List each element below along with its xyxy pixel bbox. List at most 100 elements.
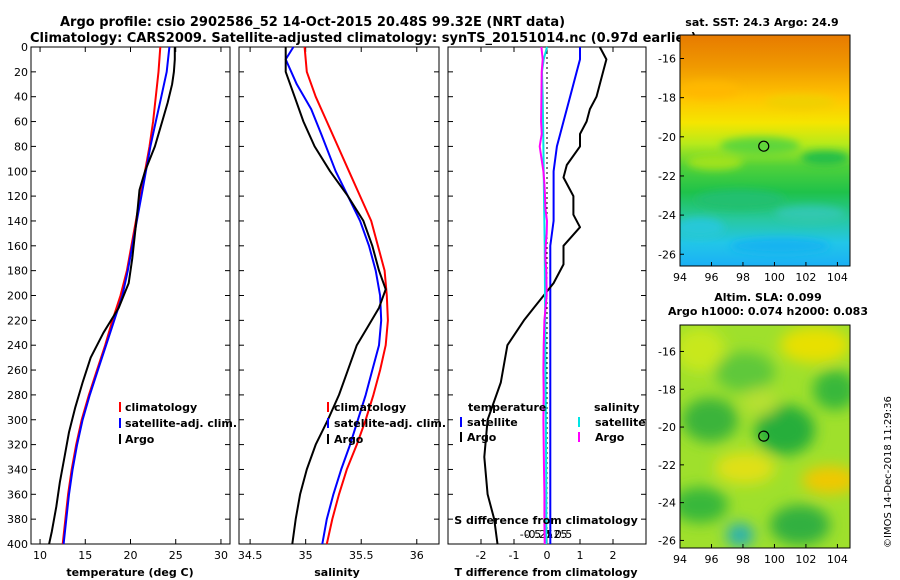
figure-title-line1: Argo profile: csio 2902586_52 14-Oct-201… — [60, 15, 565, 30]
legend-temperature-title: temperature — [468, 401, 546, 414]
depth-tick-label: 180 — [7, 265, 28, 278]
sst-texture — [680, 82, 849, 254]
sla-map-title-line1: Altim. SLA: 0.099 — [714, 291, 821, 304]
lon-tick-label: 100 — [764, 553, 785, 566]
depth-tick-label: 360 — [7, 488, 28, 501]
difference-x-label: T difference from climatology — [454, 566, 637, 579]
x-tick-label: 30 — [214, 549, 228, 562]
sla-map-panel: Altim. SLA: 0.099 Argo h1000: 0.074 h200… — [658, 291, 868, 566]
temperature-plot: 10 15 20 25 300 20 40 60 80 100 120 140 160 180 200 220… — [7, 41, 230, 562]
series-line-argo — [284, 47, 387, 545]
depth-tick-label: 340 — [7, 463, 28, 476]
lat-tick-label: -20 — [658, 421, 676, 434]
depth-tick-label: 380 — [7, 513, 28, 526]
salinity-plot: 34.5 35 35.5 36 — [238, 46, 439, 562]
lat-tick-label: -16 — [658, 52, 676, 65]
salinity-panel: 34.5 35 35.5 36 climatology satellite-adj. … — [238, 46, 446, 579]
legend-t-argo-label: Argo — [467, 431, 497, 444]
depth-tick-label: 40 — [14, 91, 28, 104]
x-tick-label: 1 — [577, 549, 584, 562]
sst-map-panel: sat. SST: 24.3 Argo: 24.9 94 96 98 100 102 10… — [658, 16, 851, 284]
series-line-satellite-adj-clim — [62, 46, 171, 545]
x-tick-label: 34.5 — [238, 549, 263, 562]
depth-tick-label: 240 — [7, 339, 28, 352]
x-tick-label: 20 — [124, 549, 138, 562]
lat-tick-label: -18 — [658, 92, 676, 105]
lon-tick-label: 102 — [795, 553, 816, 566]
legend-s-argo-label: Argo — [595, 431, 625, 444]
depth-tick-label: 320 — [7, 439, 28, 452]
depth-tick-label: 160 — [7, 240, 28, 253]
lon-tick-label: 94 — [673, 553, 687, 566]
lon-tick-label: 96 — [704, 553, 718, 566]
salinity-x-label: salinity — [314, 566, 360, 579]
depth-tick-label: 120 — [7, 190, 28, 203]
lon-tick-label: 102 — [795, 271, 816, 284]
legend-climatology-label: climatology — [334, 401, 406, 414]
depth-tick-label: 220 — [7, 314, 28, 327]
legend-s-satellite-label: satellite — [595, 416, 646, 429]
lon-tick-label: 96 — [704, 271, 718, 284]
timestamp-stamp: ©IMOS 14-Dec-2018 11:29:36 — [883, 396, 894, 548]
x-tick-label: 2 — [610, 549, 617, 562]
lon-tick-label: 98 — [736, 553, 750, 566]
lat-tick-label: -24 — [658, 209, 676, 222]
sla-texture — [680, 327, 850, 547]
depth-tick-label: 300 — [7, 414, 28, 427]
x-tick-label: 35 — [299, 549, 313, 562]
depth-tick-label: 80 — [14, 140, 28, 153]
difference-legend: temperature salinity satellite Argo sate… — [460, 401, 646, 444]
legend-satellite-label: satellite-adj. clim. — [125, 417, 237, 430]
depth-tick-label: 60 — [14, 116, 28, 129]
series-line-argo — [48, 47, 176, 545]
temperature-x-label: temperature (deg C) — [66, 566, 193, 579]
lon-tick-label: 100 — [764, 271, 785, 284]
series-line-climatology — [303, 46, 389, 545]
lon-tick-label: 94 — [673, 271, 687, 284]
lat-tick-label: -16 — [658, 345, 676, 358]
argo-position-marker — [758, 140, 770, 152]
x-tick-label: 25 — [169, 549, 183, 562]
legend-argo-label: Argo — [125, 433, 155, 446]
x-tick-label: 15 — [78, 549, 92, 562]
series-line-satellite-temperature — [549, 47, 581, 544]
x-tick-label: 10 — [33, 549, 47, 562]
series-line-satellite-adj-clim — [284, 46, 383, 545]
depth-tick-label: 20 — [14, 66, 28, 79]
depth-tick-label: 260 — [7, 364, 28, 377]
legend-salinity-title: salinity — [594, 401, 640, 414]
legend-satellite-label: satellite-adj. clim. — [334, 417, 446, 430]
legend-argo-label: Argo — [334, 433, 364, 446]
depth-tick-label: 200 — [7, 290, 28, 303]
sla-map-axes: 94 96 98 100 102 104 -16 -18 -20 -22 -24 -26 — [658, 345, 848, 566]
depth-tick-label: 140 — [7, 215, 28, 228]
depth-tick-label: 280 — [7, 389, 28, 402]
sst-map-axes: 94 96 98 100 102 104 -16 -18 -20 -22 -24 -26 — [658, 52, 848, 284]
s-diff-tick-label: -0.5 — [520, 528, 541, 541]
sla-map-title-line2: Argo h1000: 0.074 h2000: 0.083 — [668, 305, 868, 318]
lon-tick-label: 98 — [736, 271, 750, 284]
figure-title-line2: Climatology: CARS2009. Satellite-adjuste… — [30, 31, 697, 46]
difference-top-label: S difference from climatology — [454, 514, 638, 527]
temperature-panel: 10 15 20 25 300 20 40 60 80 100 120 140 160 180 200 220… — [7, 41, 237, 579]
x-tick-label: -1 — [509, 549, 520, 562]
x-tick-label: 36 — [410, 549, 424, 562]
lon-tick-label: 104 — [827, 271, 848, 284]
legend-climatology-label: climatology — [125, 401, 197, 414]
lat-tick-label: -26 — [658, 248, 676, 261]
lat-tick-label: -22 — [658, 170, 676, 183]
lat-tick-label: -22 — [658, 459, 676, 472]
depth-tick-label: 100 — [7, 165, 28, 178]
legend-t-satellite-label: satellite — [467, 416, 518, 429]
x-tick-label: -2 — [476, 549, 487, 562]
x-tick-label: 0 — [544, 549, 551, 562]
lat-tick-label: -20 — [658, 131, 676, 144]
lon-tick-label: 104 — [827, 553, 848, 566]
argo-position-marker — [758, 430, 770, 442]
s-diff-tick-label: 0.25 — [543, 528, 568, 541]
lat-tick-label: -24 — [658, 497, 676, 510]
series-line-argo-salinity — [538, 46, 548, 545]
